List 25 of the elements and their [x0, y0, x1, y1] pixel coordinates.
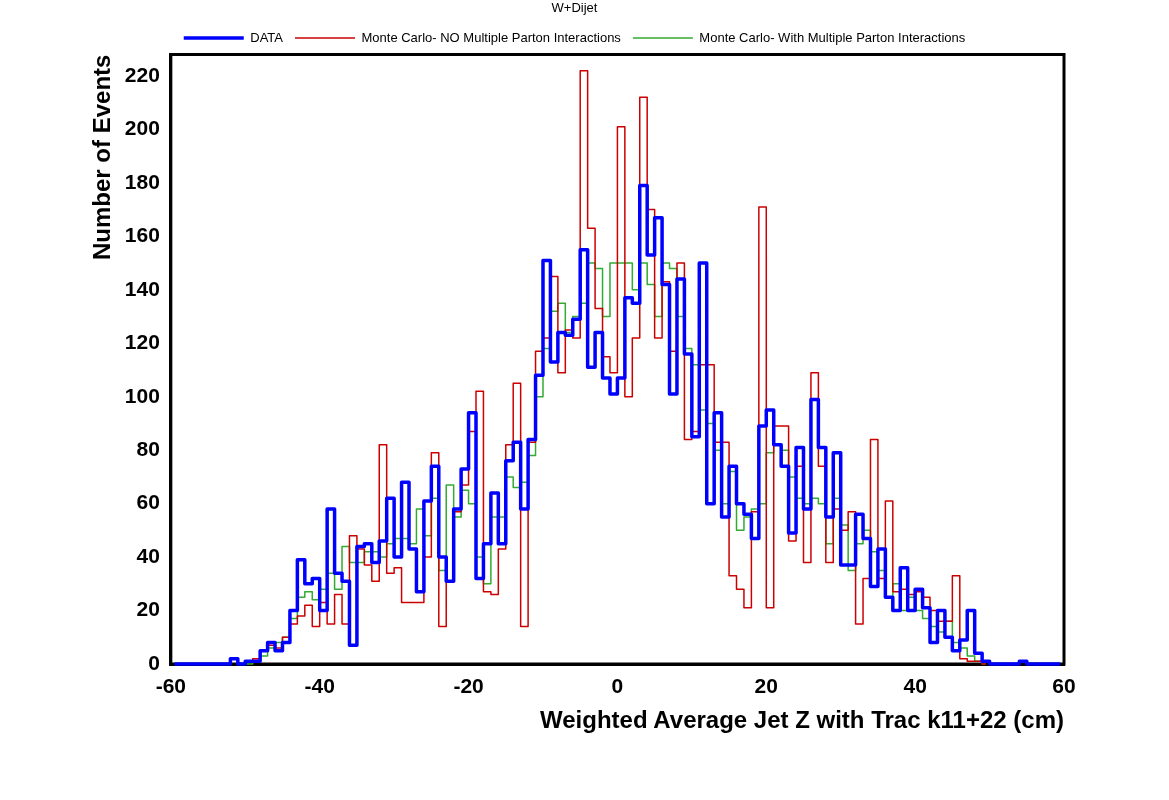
y-tick-label: 140	[124, 276, 160, 300]
y-tick-label: 120	[124, 330, 160, 354]
y-tick-label: 180	[124, 169, 160, 193]
x-tick-label: 20	[754, 674, 778, 698]
y-tick-label: 20	[136, 597, 160, 621]
x-tick-label: 40	[903, 674, 927, 698]
y-tick-label: 60	[136, 490, 160, 514]
y-axis-title: Number of Events	[88, 54, 116, 260]
y-tick-label: 100	[124, 383, 160, 407]
y-tick-label: 80	[136, 436, 160, 460]
x-tick-label: 60	[1052, 674, 1076, 698]
x-tick-label: -20	[453, 674, 484, 698]
legend-label: DATA	[250, 29, 284, 45]
y-tick-label: 220	[124, 62, 160, 86]
x-axis-title: Weighted Average Jet Z with Trac k11+22 (cm)	[540, 706, 1064, 734]
legend-label: Monte Carlo- NO Multiple Parton Interactions	[361, 29, 622, 45]
legend-label: Monte Carlo- With Multiple Parton Interactions	[699, 29, 966, 45]
x-tick-label: -40	[304, 674, 335, 698]
y-tick-label: 0	[148, 650, 160, 674]
x-tick-label: -60	[155, 674, 187, 698]
y-tick-label: 200	[124, 116, 160, 140]
y-tick-label: 160	[124, 223, 160, 247]
y-tick-label: 40	[136, 543, 160, 567]
legend-title: W+Dijet	[551, 0, 598, 16]
x-tick-label: 0	[611, 674, 624, 698]
